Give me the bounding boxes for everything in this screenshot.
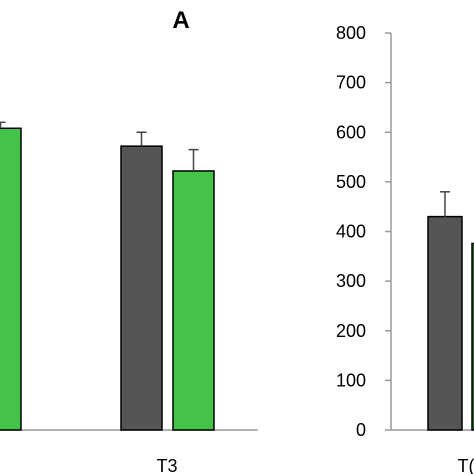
panel-a-x-tick-label: T3 <box>156 456 177 474</box>
panel-b-y-tick-label: 100 <box>336 370 366 390</box>
bar-series-0-cat-0 <box>427 215 463 431</box>
bar-series-1-cat-0 <box>471 242 474 431</box>
panel-b-y-tick-label: 300 <box>336 271 366 291</box>
panel-b-plot: 0 100 200 300 400 500 600 700 800 <box>336 23 474 440</box>
bar-series-0-cat-1 <box>120 145 163 431</box>
panel-b-y-tick-label: 700 <box>336 73 366 93</box>
bar-series-1-cat-0 <box>0 127 22 431</box>
panel-a-plot <box>0 121 258 431</box>
panel-b-y-tick-label: 200 <box>336 321 366 341</box>
panel-b-x-tick-label: T( <box>458 456 474 474</box>
panel-b-y-tick-label: 600 <box>336 122 366 142</box>
bar-series-1-cat-1 <box>172 170 215 431</box>
panel-b-y-tick-label: 400 <box>336 222 366 242</box>
panel-b-y-tick-label: 800 <box>336 23 366 43</box>
panel-b-y-tick-label: 0 <box>356 420 366 440</box>
panel-a-title: A <box>172 7 189 34</box>
panel-b-y-tick-label: 500 <box>336 172 366 192</box>
